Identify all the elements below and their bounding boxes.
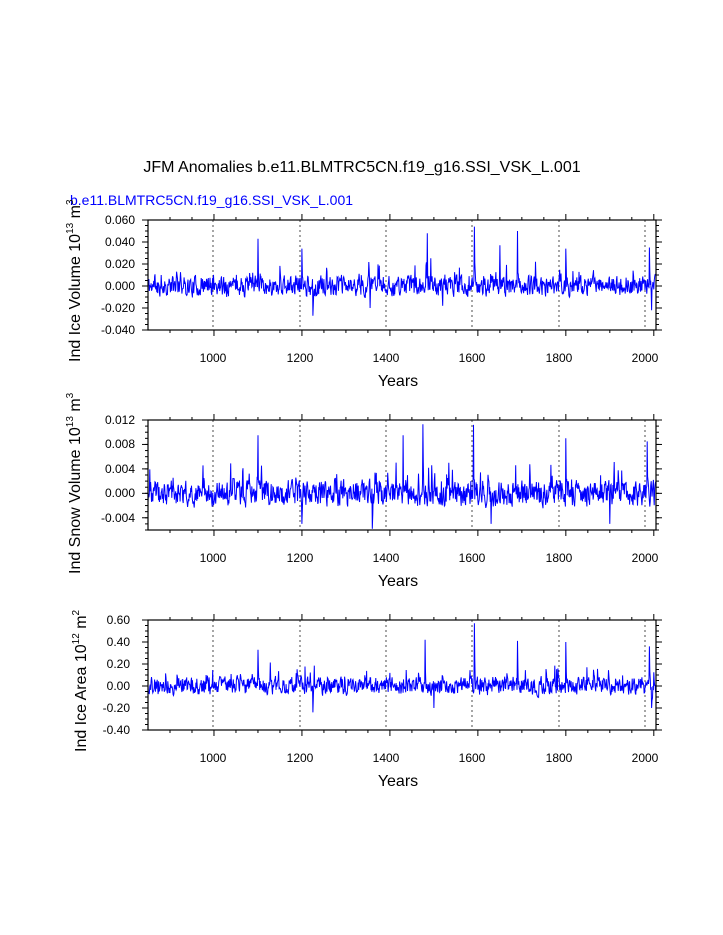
x-tick-label: 1000 <box>200 751 227 765</box>
y-tick-label: 0.060 <box>105 213 135 227</box>
y-axis-label: Ind Ice Area 1012 m2 <box>71 609 90 752</box>
x-tick-label: 1200 <box>287 551 314 565</box>
plot-frame <box>147 419 657 531</box>
y-tick-label: 0.020 <box>105 257 135 271</box>
y-tick-label: 0.60 <box>107 613 131 627</box>
y-tick-label: 0.00 <box>107 679 131 693</box>
y-tick-label: 0.40 <box>107 635 131 649</box>
y-tick-label: 0.000 <box>105 279 135 293</box>
panel-ice-volume: 0.060 0.040 0.020 0.000 -0.020 -0.040 10… <box>65 199 662 390</box>
x-tick-label: 1000 <box>200 551 227 565</box>
x-tick-label: 1000 <box>200 351 227 365</box>
x-tick-label: 1600 <box>459 351 486 365</box>
y-tick-label: 0.000 <box>105 486 135 500</box>
panel-snow-volume: 0.012 0.008 0.004 0.000 -0.004 1000 1200… <box>65 392 662 590</box>
figure-title: JFM Anomalies b.e11.BLMTRC5CN.f19_g16.SS… <box>143 159 580 176</box>
plot-frame <box>147 619 657 731</box>
x-tick-label: 1800 <box>546 551 573 565</box>
y-tick-label: -0.40 <box>103 723 131 737</box>
plot-frame <box>147 219 657 331</box>
x-tick-label: 1200 <box>287 751 314 765</box>
x-tick-label: 1800 <box>546 351 573 365</box>
x-tick-label: 1600 <box>459 751 486 765</box>
x-tick-label: 2000 <box>632 751 659 765</box>
series-line-ice-volume <box>147 226 656 316</box>
x-axis-label: Years <box>378 373 418 390</box>
panel-ice-area: 0.60 0.40 0.20 0.00 -0.20 -0.40 1000 120… <box>71 609 662 790</box>
y-tick-label: 0.040 <box>105 235 135 249</box>
y-tick-label: 0.012 <box>105 413 135 427</box>
series-line-snow-volume <box>147 424 657 529</box>
y-tick-label: -0.040 <box>101 323 135 337</box>
y-tick-label: 0.004 <box>105 462 135 476</box>
x-axis-label: Years <box>378 573 418 590</box>
x-axis-label: Years <box>378 773 418 790</box>
figure-subtitle: b.e11.BLMTRC5CN.f19_g16.SSI_VSK_L.001 <box>70 192 353 208</box>
y-tick-label: 0.20 <box>107 657 131 671</box>
y-tick-label: 0.008 <box>105 437 135 451</box>
y-tick-label: -0.004 <box>101 511 135 525</box>
y-tick-label: -0.020 <box>101 301 135 315</box>
x-tick-label: 1600 <box>459 551 486 565</box>
x-tick-label: 1400 <box>373 551 400 565</box>
y-axis-label: Ind Ice Volume 1013 m3 <box>65 199 84 362</box>
x-tick-label: 2000 <box>632 351 659 365</box>
y-axis-label: Ind Snow Volume 1013 m3 <box>65 392 84 574</box>
x-tick-label: 2000 <box>632 551 659 565</box>
x-tick-label: 1800 <box>546 751 573 765</box>
x-tick-label: 1200 <box>287 351 314 365</box>
x-tick-label: 1400 <box>373 351 400 365</box>
series-line-ice-area <box>147 623 657 713</box>
x-tick-label: 1400 <box>373 751 400 765</box>
y-tick-label: -0.20 <box>103 701 131 715</box>
